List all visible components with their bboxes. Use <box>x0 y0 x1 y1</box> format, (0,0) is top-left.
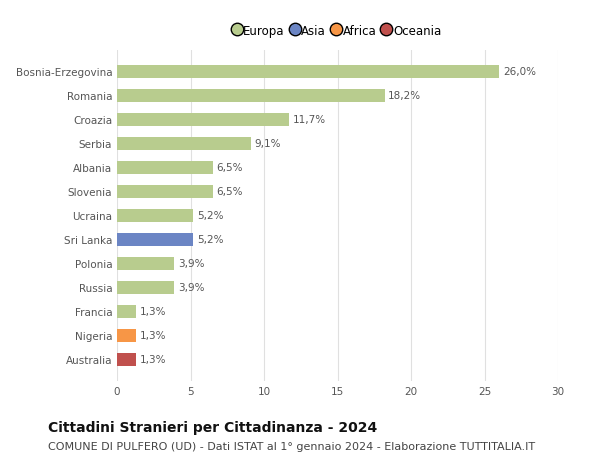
Text: Cittadini Stranieri per Cittadinanza - 2024: Cittadini Stranieri per Cittadinanza - 2… <box>48 420 377 434</box>
Text: 9,1%: 9,1% <box>254 139 281 149</box>
Bar <box>117 305 136 318</box>
Text: 1,3%: 1,3% <box>140 307 166 316</box>
Text: 26,0%: 26,0% <box>503 67 536 77</box>
Text: 11,7%: 11,7% <box>293 115 326 125</box>
Text: 3,9%: 3,9% <box>178 258 205 269</box>
Text: 3,9%: 3,9% <box>178 283 205 292</box>
Bar <box>117 233 193 246</box>
Bar <box>117 257 175 270</box>
Legend: Europa, Asia, Africa, Oceania: Europa, Asia, Africa, Oceania <box>229 20 446 42</box>
Text: 5,2%: 5,2% <box>197 235 224 245</box>
Bar <box>117 66 499 78</box>
Text: 1,3%: 1,3% <box>140 330 166 341</box>
Text: 1,3%: 1,3% <box>140 354 166 364</box>
Bar <box>117 90 385 103</box>
Bar <box>117 161 212 174</box>
Text: COMUNE DI PULFERO (UD) - Dati ISTAT al 1° gennaio 2024 - Elaborazione TUTTITALIA: COMUNE DI PULFERO (UD) - Dati ISTAT al 1… <box>48 441 535 451</box>
Bar <box>117 137 251 151</box>
Text: 6,5%: 6,5% <box>216 187 243 197</box>
Bar <box>117 209 193 222</box>
Text: 5,2%: 5,2% <box>197 211 224 221</box>
Bar <box>117 329 136 342</box>
Bar <box>117 185 212 198</box>
Bar <box>117 353 136 366</box>
Bar <box>117 113 289 127</box>
Text: 6,5%: 6,5% <box>216 163 243 173</box>
Text: 18,2%: 18,2% <box>388 91 421 101</box>
Bar <box>117 281 175 294</box>
